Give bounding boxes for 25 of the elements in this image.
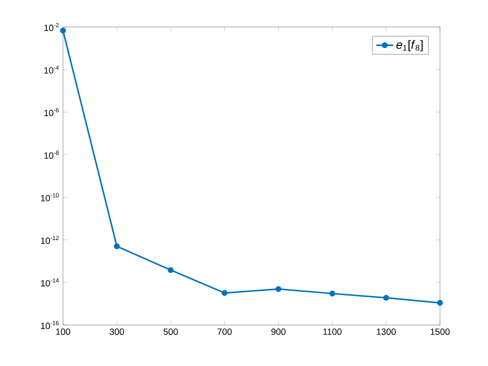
point (437, 300, 443, 306)
point (275, 286, 282, 292)
point (60, 28, 66, 34)
point (168, 267, 174, 274)
y-tick-label: 10$^{-4}$ (44, 66, 59, 74)
x-tick-label: 1500 (430, 328, 450, 335)
x-tick-label: 900 (271, 328, 286, 335)
y-tick-label: 10$^{-10}$ (41, 193, 59, 202)
x-tick-label: 500 (164, 328, 178, 335)
x-tick-label: 300 (110, 328, 124, 335)
y-tick-label: 10$^{-8}$ (44, 150, 59, 159)
x-tick-label: 1100 (323, 328, 342, 335)
point (114, 243, 120, 250)
y-tick-label: 10$^{-6}$ (44, 108, 59, 116)
y-tick-label: 10$^{-2}$ (44, 22, 59, 32)
x-tick-label: 1300 (376, 328, 396, 335)
y-tick-label: 10$^{-16}$ (41, 320, 59, 330)
x-tick-label: 100 (56, 328, 70, 335)
legend-label: e$_{1}$[f$_{8}$] (396, 40, 423, 52)
y-tick-label: 10$^{-14}$ (41, 278, 59, 286)
point (329, 290, 336, 297)
point (222, 290, 228, 296)
point (383, 294, 390, 301)
y-tick-label: 10$^{-12}$ (41, 236, 59, 244)
x-tick-label: 700 (218, 328, 232, 335)
